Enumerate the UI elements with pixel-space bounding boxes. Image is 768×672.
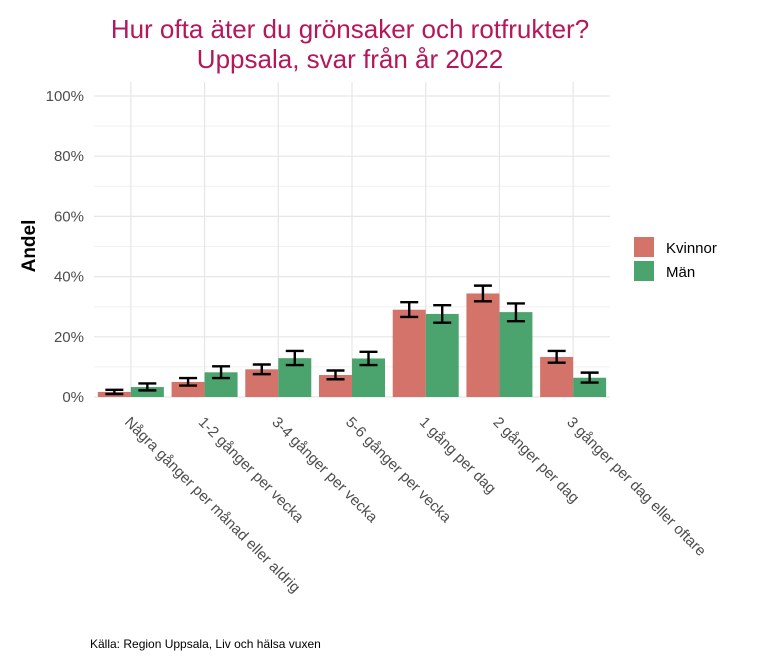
- error-bars: [105, 284, 599, 396]
- legend-label: Män: [666, 264, 695, 281]
- error-bar: [506, 302, 525, 323]
- error-bar: [580, 371, 599, 384]
- bars: [97, 293, 607, 397]
- bar: [466, 293, 500, 397]
- bar: [319, 375, 352, 397]
- y-axis-ticks: 0% 20% 40% 60% 80% 100%: [46, 88, 84, 406]
- y-tick-label: 20%: [54, 329, 84, 346]
- y-tick-label: 60%: [54, 208, 84, 225]
- x-tick-label: 1 gång per dag: [416, 414, 499, 497]
- error-bar: [433, 303, 452, 324]
- y-tick-label: 100%: [46, 88, 84, 105]
- y-tick-label: 0%: [62, 389, 84, 406]
- x-tick-label: 3 gånger per dag eller oftare: [563, 414, 709, 560]
- plot-grid: [94, 82, 610, 398]
- legend-label: Kvinnor: [666, 240, 717, 257]
- error-bar: [138, 382, 157, 392]
- error-bar: [359, 350, 378, 367]
- bar: [392, 309, 426, 397]
- y-tick-label: 40%: [54, 269, 84, 286]
- bar: [499, 312, 533, 397]
- error-bar: [179, 376, 198, 387]
- y-tick-label: 80%: [54, 148, 84, 165]
- bar: [130, 387, 164, 397]
- bar: [425, 313, 459, 397]
- legend-swatch: [634, 261, 654, 281]
- error-bar: [326, 369, 345, 381]
- error-bar: [252, 363, 271, 376]
- source-caption: Källa: Region Uppsala, Liv och hälsa vux…: [90, 637, 321, 651]
- y-axis-label: Andel: [19, 220, 40, 273]
- error-bar: [400, 300, 419, 319]
- chart-subtitle: Uppsala, svar från år 2022: [197, 44, 503, 74]
- error-bar: [105, 388, 124, 396]
- chart-title: Hur ofta äter du grönsaker och rotfrukte…: [111, 14, 589, 44]
- legend: Kvinnor Män: [634, 237, 717, 281]
- error-bar: [212, 365, 231, 380]
- error-bar: [547, 349, 566, 364]
- legend-swatch: [634, 237, 654, 257]
- error-bar: [285, 349, 304, 367]
- error-bar: [473, 284, 492, 303]
